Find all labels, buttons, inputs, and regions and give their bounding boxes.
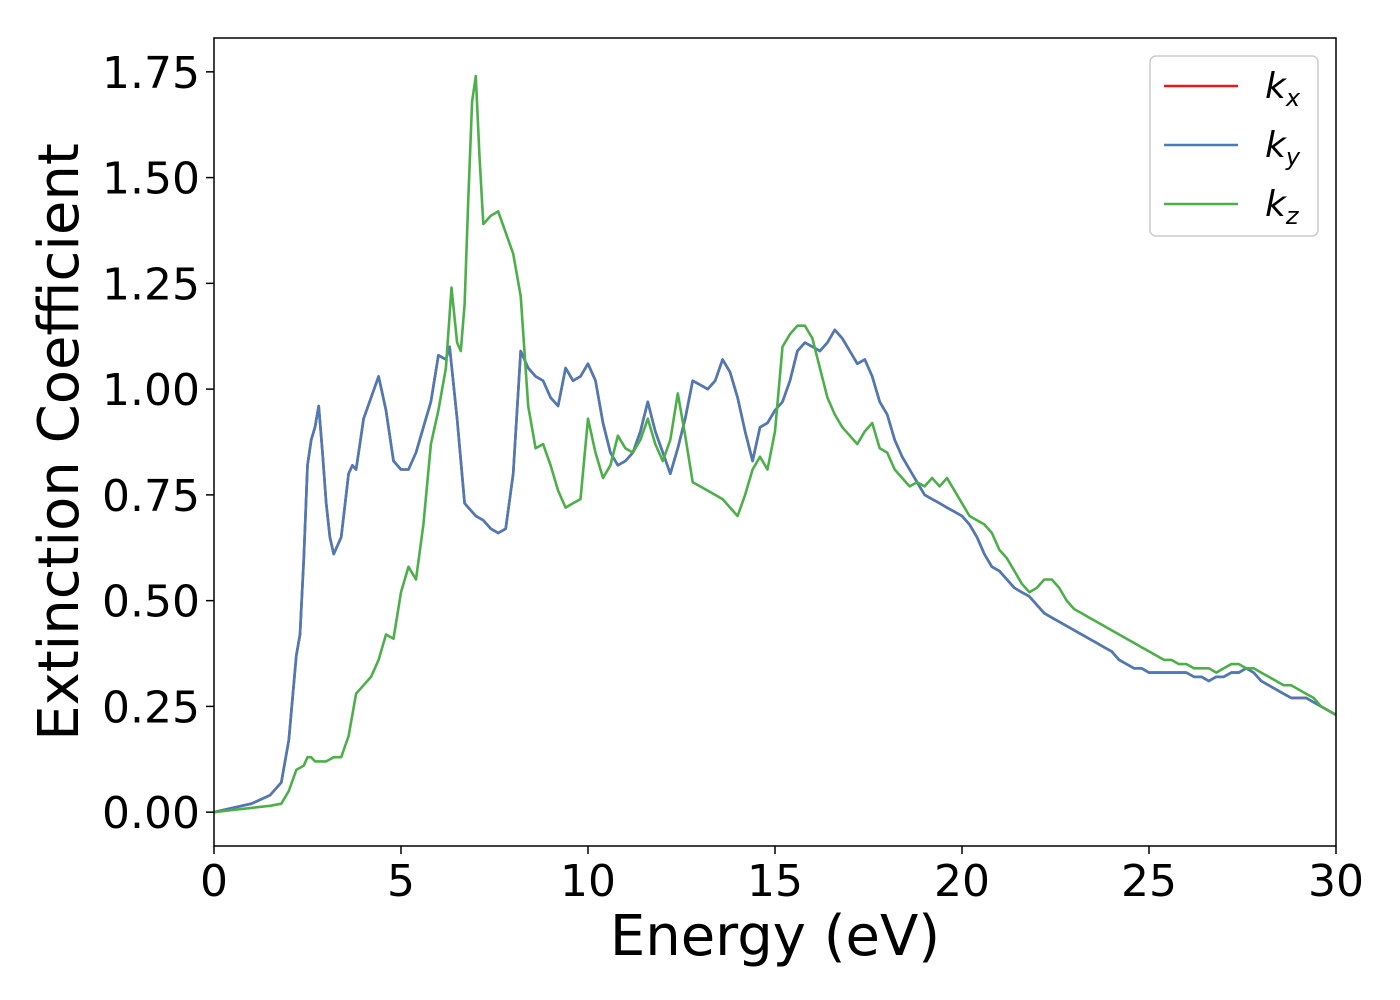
series-line-kx	[213, 328, 1337, 814]
x-axis-title: Energy (eV)	[610, 904, 940, 969]
y-tick-label: 0.00	[102, 788, 200, 839]
x-tick-label: 15	[747, 856, 803, 907]
y-tick-label: 0.25	[102, 682, 200, 733]
y-axis-title: Extinction Coefficient	[27, 143, 92, 741]
y-tick-label: 1.25	[102, 259, 200, 310]
x-axis-ticks: 0 5 10 15 20 25 30	[200, 846, 1364, 907]
x-tick-label: 20	[934, 856, 990, 907]
x-tick-label: 5	[387, 856, 415, 907]
series-line-kz	[213, 74, 1337, 814]
series-layer	[213, 74, 1337, 814]
series-line-ky	[213, 328, 1337, 814]
y-tick-label: 1.75	[102, 48, 200, 99]
y-axis-ticks: 0.00 0.25 0.50 0.75 1.00 1.25 1.50 1.75	[102, 48, 214, 839]
x-tick-label: 30	[1308, 856, 1364, 907]
y-tick-label: 0.50	[102, 577, 200, 628]
x-tick-label: 0	[200, 856, 228, 907]
y-tick-label: 1.50	[102, 154, 200, 205]
y-tick-label: 1.00	[102, 365, 200, 416]
y-tick-label: 0.75	[102, 471, 200, 522]
x-tick-label: 25	[1121, 856, 1177, 907]
x-tick-label: 10	[560, 856, 616, 907]
